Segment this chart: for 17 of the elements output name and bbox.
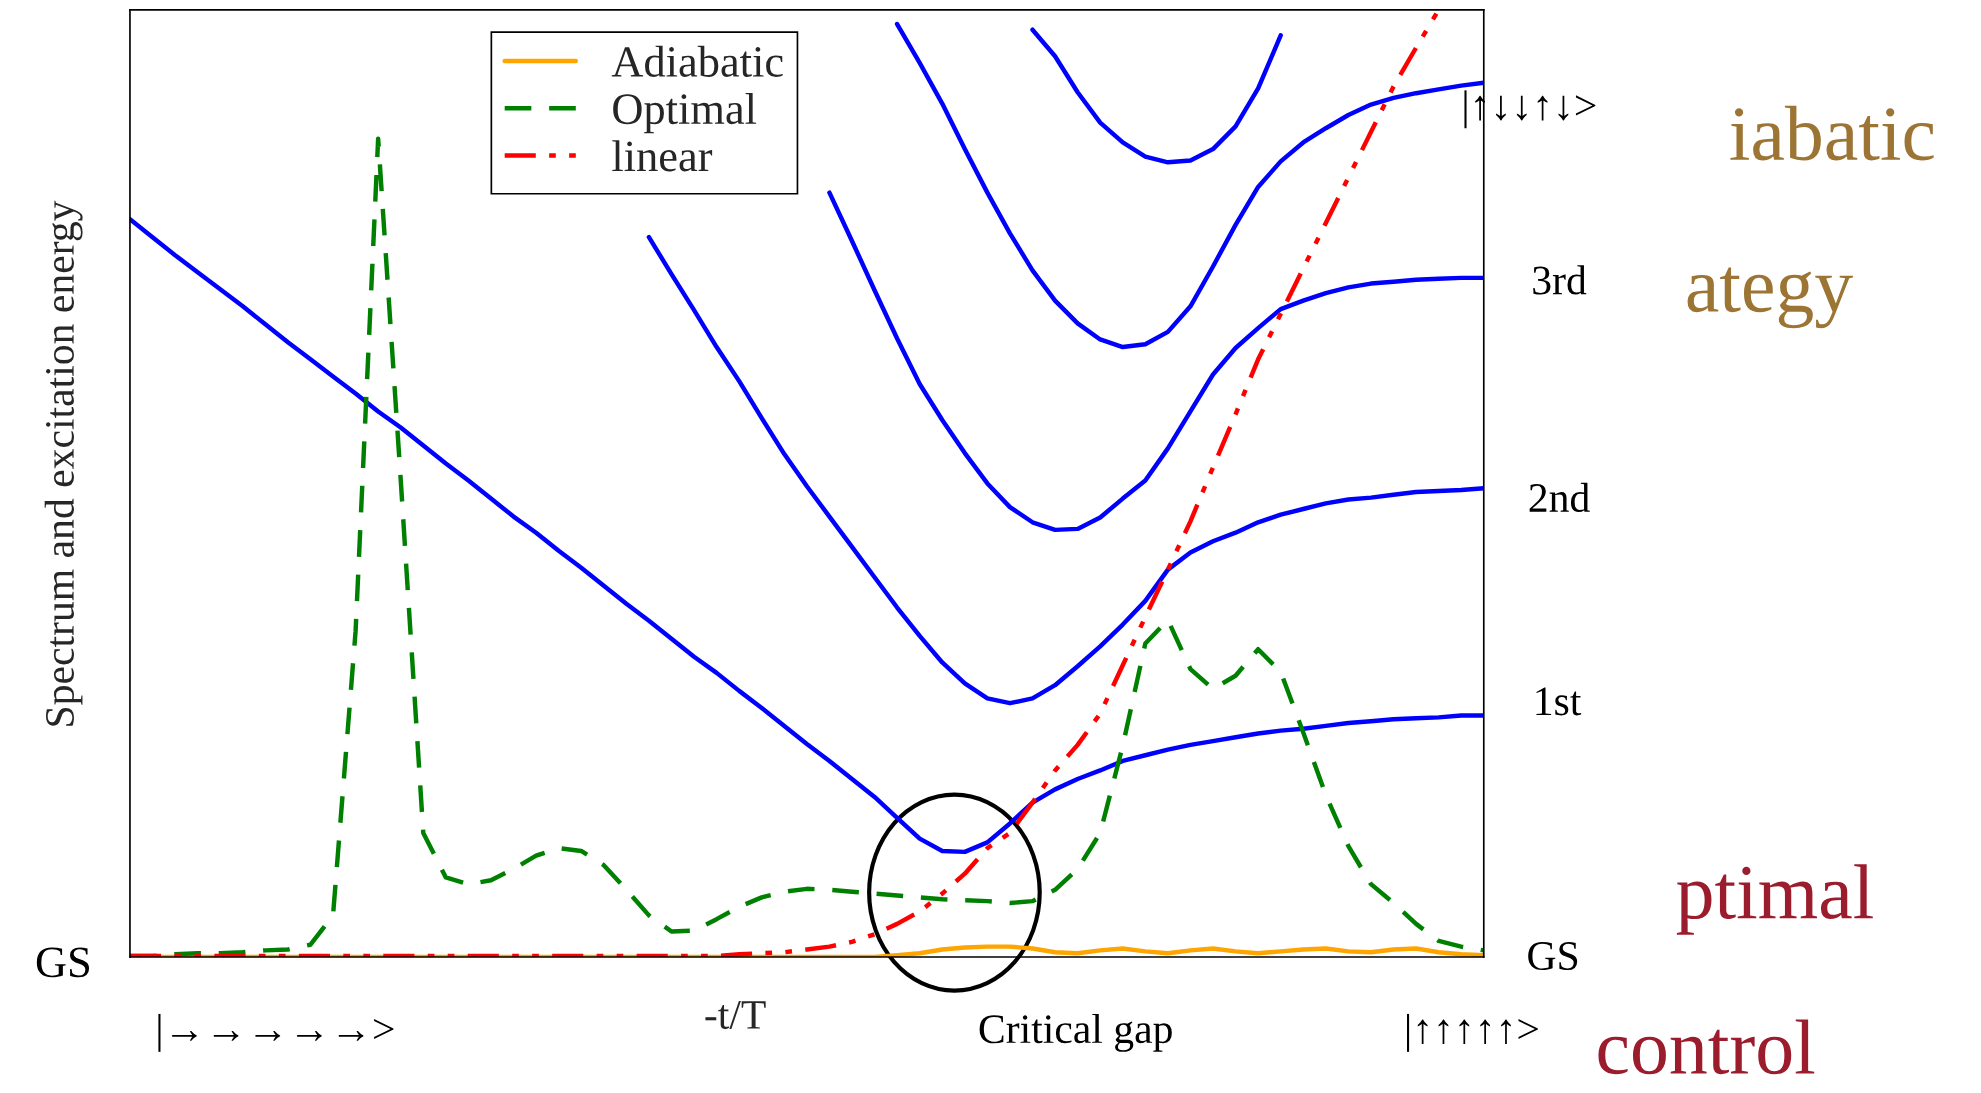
- text: ategy: [1687, 267, 1853, 329]
- legend-label: Optimal: [613, 92, 757, 134]
- legend-label: linear: [612, 140, 713, 172]
- text: |↑↑↑↑↑>: [1407, 1013, 1538, 1052]
- text: 1st: [1536, 687, 1582, 716]
- text: GS: [1528, 942, 1578, 971]
- text: 2nd: [1529, 482, 1590, 513]
- text: Critical gap: [979, 1013, 1172, 1052]
- text: GS: [36, 947, 90, 978]
- x-axis-title: -t/T: [705, 1001, 766, 1029]
- text: |→→→→→>: [158, 1013, 394, 1052]
- y-axis-title: Spectrum and excitation energy: [44, 200, 83, 726]
- text: iabatic: [1730, 105, 1934, 161]
- text: control: [1598, 1019, 1815, 1075]
- text: ptimal: [1676, 864, 1873, 935]
- text: 3rd: [1533, 265, 1587, 295]
- legend-label: Adiabatic: [611, 45, 783, 77]
